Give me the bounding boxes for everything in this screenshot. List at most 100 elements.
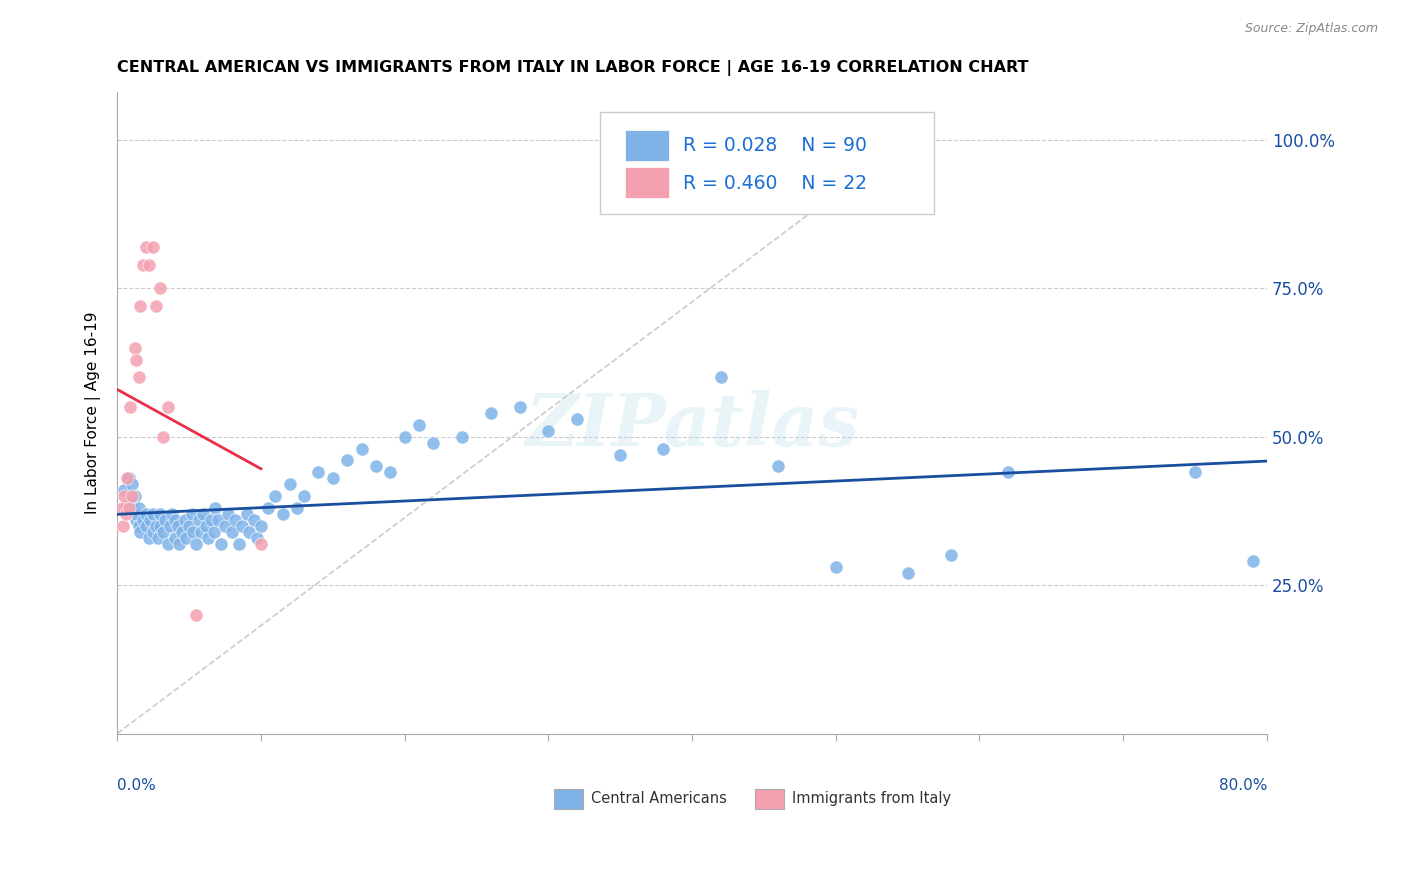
Point [145,518,167,533]
Point [120,400,142,414]
Point [364,459,387,474]
Point [129,524,152,539]
Point [202,524,225,539]
Point [897,566,920,581]
Point [135,240,157,254]
Point [824,560,846,574]
Point [408,417,430,432]
Point [121,500,143,515]
Point [149,507,172,521]
Point [145,299,167,313]
Text: 0.0%: 0.0% [117,779,156,793]
Point [207,513,229,527]
Point [149,518,172,533]
Point [204,500,226,515]
Point [509,400,531,414]
Point [479,406,502,420]
Point [179,518,201,533]
Point [128,370,150,384]
Point [149,281,172,295]
Point [142,240,165,254]
Point [135,507,157,521]
Point [250,536,273,550]
Point [278,477,301,491]
Point [167,536,190,550]
Text: Central Americans: Central Americans [591,791,727,806]
Point [193,507,215,521]
Point [221,524,243,539]
FancyBboxPatch shape [626,130,669,161]
Point [209,536,232,550]
Point [197,531,219,545]
Text: R = 0.028    N = 90: R = 0.028 N = 90 [683,136,866,155]
Point [115,507,138,521]
Point [163,513,186,527]
Point [132,258,155,272]
Point [142,524,165,539]
Point [271,507,294,521]
Text: 80.0%: 80.0% [1219,779,1267,793]
Point [117,500,139,515]
Point [110,500,132,515]
Point [537,424,560,438]
Point [173,513,195,527]
Text: Immigrants from Italy: Immigrants from Italy [792,791,952,806]
Point [159,518,181,533]
Point [188,513,211,527]
Point [224,513,246,527]
FancyBboxPatch shape [554,789,583,809]
Point [336,453,359,467]
Point [160,507,183,521]
Point [380,466,402,480]
Point [710,370,733,384]
Point [129,299,152,313]
Point [652,442,675,456]
Point [231,518,253,533]
Point [124,341,146,355]
Point [153,513,176,527]
Point [132,513,155,527]
Point [451,430,474,444]
Point [322,471,344,485]
Point [125,513,148,527]
Point [609,448,631,462]
Point [997,466,1019,480]
Point [125,507,148,521]
Point [565,412,588,426]
Point [124,489,146,503]
Point [121,477,143,491]
Point [235,507,257,521]
Point [170,524,193,539]
Point [120,495,142,509]
Point [174,531,197,545]
Point [307,466,329,480]
Point [118,471,141,485]
Point [195,518,218,533]
Point [166,518,188,533]
Point [768,459,790,474]
Point [257,500,280,515]
Point [146,531,169,545]
Point [350,442,373,456]
Point [111,518,134,533]
FancyBboxPatch shape [755,789,785,809]
Point [250,518,273,533]
Point [292,489,315,503]
Point [118,500,141,515]
Point [186,536,208,550]
Point [217,507,239,521]
Point [246,531,269,545]
Point [200,513,222,527]
Point [243,513,266,527]
Point [1184,466,1206,480]
Point [138,258,160,272]
Point [125,352,148,367]
Point [152,430,174,444]
Point [114,489,136,503]
Point [422,435,444,450]
Point [1241,554,1264,568]
Point [181,507,204,521]
Point [156,536,179,550]
Point [138,531,160,545]
Point [114,483,136,497]
